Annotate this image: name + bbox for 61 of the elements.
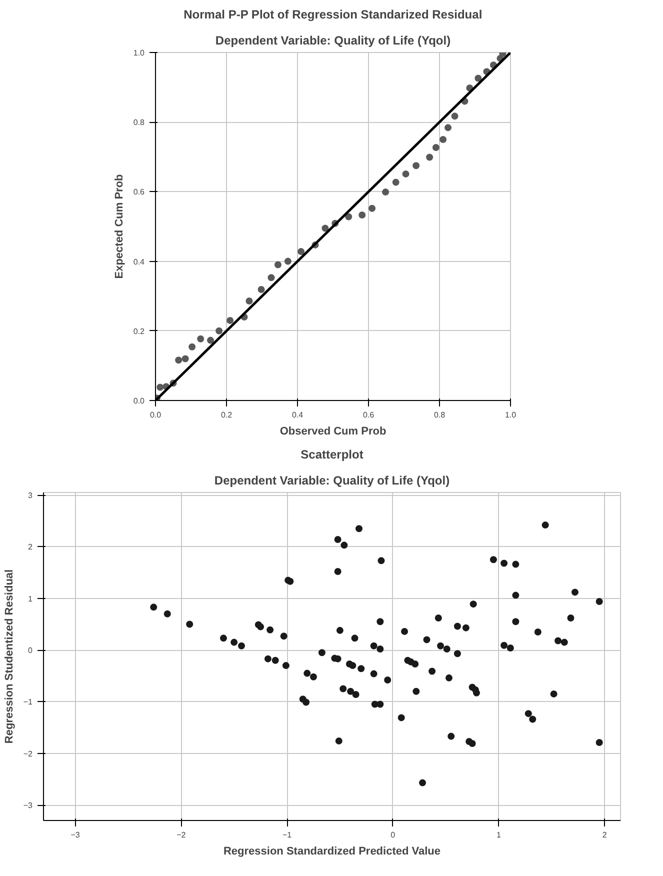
y-tick-label: 0.2 [133,326,146,336]
point [258,286,265,293]
x-tick-label: −1 [282,830,292,840]
y-tick-label: 0.6 [133,188,146,197]
point [268,274,275,282]
point [474,74,482,82]
y-tick-label: 0.8 [133,118,146,128]
point [156,384,164,391]
y-tick-label: 0.0 [133,396,146,406]
point [216,327,223,334]
point [322,224,329,232]
x-axis-title: Regression Standardized Predicted Value [223,846,441,858]
x-tick-label: 1.0 [504,410,517,420]
x-tick-label: 1 [496,830,502,840]
point [207,336,214,344]
x-tick-label: −2 [176,830,186,840]
y-tick-label: −1 [23,698,34,707]
y-tick-label: 3 [28,491,34,500]
y-tick-label: 2 [28,542,34,552]
x-tick-label: 0 [390,830,396,840]
y-axis-title: Expected Cum Prob [113,174,126,279]
point [358,212,366,219]
x-axis-title: Observed Cum Prob [280,426,386,438]
y-tick-label: 1 [28,594,34,604]
point [298,248,305,256]
point [197,335,204,342]
y-tick-label: −3 [23,801,34,810]
point [226,316,234,324]
chart-subtitle: Dependent Variable: Quality of Life (Yqol) [215,34,451,48]
y-axis-title: Regression Studentized Residual [3,569,16,744]
y-tick-label: 0 [28,646,34,656]
y-tick-label: −2 [23,749,34,758]
chart-title: Scatterplot [300,448,364,462]
point [345,213,352,220]
chart-subtitle: Dependent Variable: Quality of Life (Yqol) [214,474,450,488]
point [368,204,376,212]
point [188,343,196,350]
y-tick-label: 1.0 [133,48,146,58]
point [412,162,420,170]
point [182,355,189,362]
x-tick-label: 2 [602,830,608,840]
point [402,170,410,178]
x-tick-label: 0.2 [220,410,233,420]
point [444,124,452,132]
point [274,261,282,268]
point [432,144,440,151]
chart-title: Normal P-P Plot of Regression Standarized Residual [184,8,482,22]
point [426,154,434,161]
point [246,297,253,304]
point [392,178,400,186]
point [175,356,182,364]
x-tick-label: 0.0 [150,410,162,420]
x-tick-label: −3 [70,830,80,840]
point [451,112,458,120]
point [382,188,390,196]
y-tick-label: 0.4 [133,257,146,266]
x-tick-label: 0.8 [434,410,446,420]
x-tick-label: 0.4 [292,410,304,420]
point [284,258,292,265]
x-tick-label: 0.6 [362,410,375,420]
point [440,136,447,143]
